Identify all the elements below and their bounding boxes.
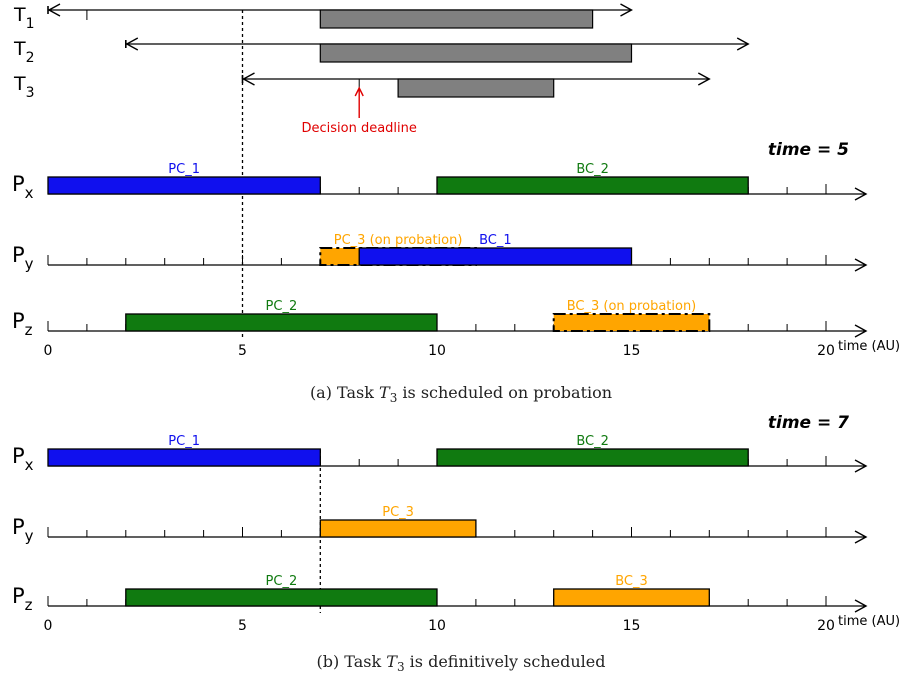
schedule-bar: [358, 247, 633, 266]
bar-label: PC_1: [168, 162, 200, 177]
task-span-arrow-right: [736, 37, 750, 51]
bar-label: BC_1: [479, 233, 512, 248]
task-execution-box: [319, 43, 633, 63]
panel-time-label: time = 5: [768, 140, 849, 160]
time-axis-arrow: [854, 599, 868, 613]
task-span-arrow-right: [620, 3, 633, 17]
task-execution-box: [397, 78, 555, 98]
panel-time-label: time = 7: [768, 413, 849, 433]
bar-label: PC_3: [382, 505, 414, 520]
schedule-bar: [125, 588, 438, 607]
time-axis-arrow: [854, 187, 868, 201]
axis-tick-label: 5: [238, 343, 247, 359]
time-axis-arrow: [854, 324, 868, 338]
schedule-bar: [47, 176, 321, 195]
axis-tick-label: 5: [238, 618, 247, 634]
axis-tick-label: 20: [817, 343, 835, 359]
bar-label: BC_3: [615, 574, 648, 589]
axis-tick-label: 10: [428, 343, 446, 359]
schedule-bar: [47, 448, 321, 467]
task-label-t2: T2: [13, 38, 35, 66]
bar-label: PC_2: [266, 299, 298, 314]
axis-tick-label: 10: [428, 618, 446, 634]
processor-label-px: Px: [12, 172, 34, 202]
time-axis-arrow: [854, 459, 868, 473]
bar-label: BC_2: [576, 162, 609, 177]
processor-label-py: Py: [12, 243, 34, 273]
bar-label: PC_1: [168, 434, 200, 449]
deadline-arrow-head: [354, 86, 364, 97]
bar-label: PC_2: [266, 574, 298, 589]
axis-tick-label: 0: [44, 343, 53, 359]
processor-label-pz: Pz: [12, 309, 33, 339]
time-axis-arrow: [854, 258, 868, 272]
task-span-arrow-right: [697, 72, 711, 86]
axis-tick-label: 15: [623, 618, 641, 634]
processor-label-px: Px: [12, 444, 34, 474]
axis-tick-label: 20: [817, 618, 835, 634]
schedule-bar: [436, 176, 749, 195]
schedule-bar: [553, 588, 710, 607]
schedule-bar: [319, 519, 477, 538]
schedule-bar: [436, 448, 749, 467]
axis-unit-label: time (AU): [838, 339, 900, 354]
bar-label: PC_3 (on probation): [334, 233, 463, 248]
processor-label-py: Py: [12, 515, 34, 545]
task-label-t1: T1: [13, 4, 35, 32]
bar-label: BC_2: [576, 434, 609, 449]
panel-caption: (b) Task T3 is definitively scheduled: [316, 652, 605, 674]
deadline-label: Decision deadline: [301, 121, 416, 136]
axis-tick-label: 0: [44, 618, 53, 634]
panel-caption: (a) Task T3 is scheduled on probation: [310, 383, 612, 405]
task-span-arrow-left: [47, 3, 61, 17]
schedule-bar: [552, 313, 711, 332]
task-execution-box: [319, 9, 594, 29]
processor-label-pz: Pz: [12, 584, 33, 614]
task-label-t3: T3: [13, 73, 35, 101]
axis-tick-label: 15: [623, 343, 641, 359]
time-axis-arrow: [854, 530, 868, 544]
task-span-arrow-left: [242, 72, 255, 86]
schedule-bar: [125, 313, 438, 332]
task-span-arrow-left: [125, 37, 139, 51]
bar-label: BC_3 (on probation): [567, 299, 697, 314]
axis-unit-label: time (AU): [838, 614, 900, 629]
